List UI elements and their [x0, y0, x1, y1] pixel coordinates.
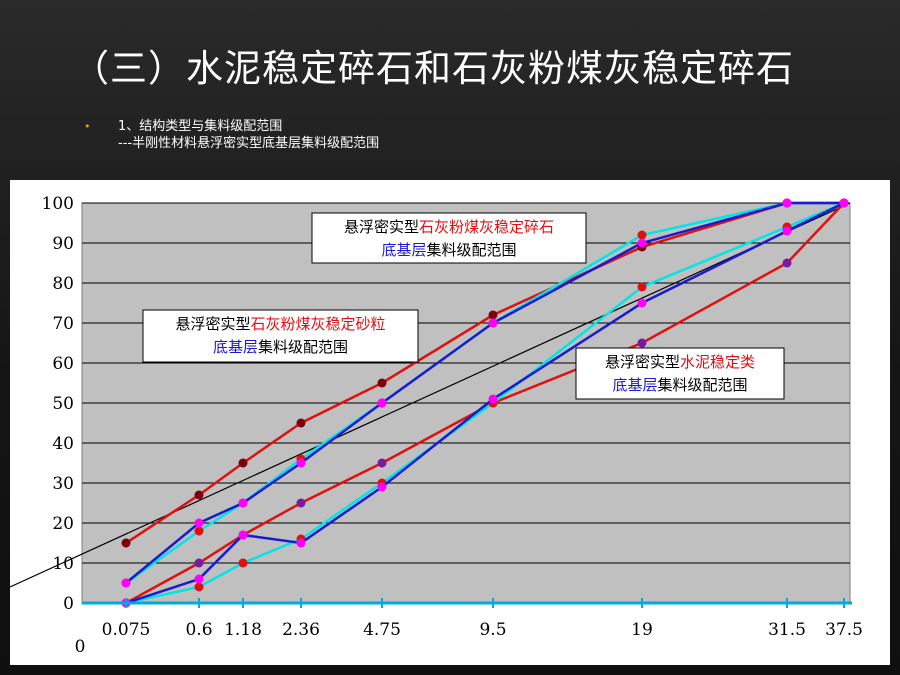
annotation-box: [575, 347, 785, 400]
annotation-text: 悬浮密实型石灰粉煤灰稳定碎石: [344, 218, 554, 236]
series-point: [377, 458, 387, 468]
bullet-line-2: ---半刚性材料悬浮密实型底基层集料级配范围: [118, 136, 380, 151]
x-tick-label: 37.5: [825, 620, 863, 640]
series-point: [194, 582, 204, 592]
chart-panel: 0 10 20 30 40 50 60 70 80 90 100 0.075 0.6 1.18 2.36 4.…: [10, 180, 890, 665]
annotation-box: [142, 309, 419, 363]
y-tick-label: 10: [52, 554, 74, 574]
y-tick-label: 80: [52, 274, 74, 294]
bullet-marker: •: [84, 120, 91, 133]
series-point: [782, 258, 792, 268]
series-point: [238, 530, 248, 540]
annotation-text: 底基层集料级配范围: [381, 241, 516, 259]
y-tick-label: 40: [52, 434, 74, 454]
y-tick-label: 70: [52, 314, 74, 334]
slide-title: （三）水泥稳定碎石和石灰粉煤灰稳定碎石: [72, 47, 794, 90]
annotation-text: 悬浮密实型石灰粉煤灰稳定砂粒: [175, 315, 385, 333]
x-tick-label: 19: [631, 620, 653, 640]
series-point: [194, 526, 204, 536]
series-point: [121, 538, 131, 548]
bullet-line-1: 1、结构类型与集料级配范围: [118, 119, 283, 134]
annotation-text: 悬浮密实型水泥稳定类: [605, 353, 755, 371]
series-point: [121, 578, 131, 588]
gradation-chart: 0 10 20 30 40 50 60 70 80 90 100 0.075 0.6 1.18 2.36 4.…: [10, 194, 863, 657]
x-tick-label: 31.5: [768, 620, 806, 640]
series-point: [377, 398, 387, 408]
series-point: [377, 378, 387, 388]
series-point: [296, 458, 306, 468]
series-point: [296, 498, 306, 508]
series-point: [637, 238, 647, 248]
series-point: [839, 198, 849, 208]
series-point: [238, 498, 248, 508]
series-point: [782, 198, 792, 208]
x-tick-label: 4.75: [363, 620, 401, 640]
series-point: [782, 226, 792, 236]
reference-line: [10, 202, 851, 588]
series-point: [488, 310, 498, 320]
series-point: [194, 518, 204, 528]
annotation-box: [311, 212, 587, 264]
series-point: [637, 230, 647, 240]
x-tick-label: 1.18: [224, 620, 262, 640]
y-tick-label: 100: [42, 194, 74, 214]
annotation-text: 底基层集料级配范围: [612, 376, 747, 394]
series-point: [637, 282, 647, 292]
series-point: [377, 482, 387, 492]
series-point: [488, 394, 498, 404]
series-point: [194, 558, 204, 568]
series-point: [296, 418, 306, 428]
series-point: [194, 574, 204, 584]
y-tick-label: 30: [52, 474, 74, 494]
x-tick-label: 2.36: [282, 620, 320, 640]
series-point: [637, 338, 647, 348]
y-tick-label: 90: [52, 234, 74, 254]
y-tick-label: 0: [63, 594, 74, 614]
annotation-text: 底基层集料级配范围: [213, 338, 348, 356]
y-tick-label: 50: [52, 394, 74, 414]
x-tick-label: 0.6: [185, 620, 212, 640]
series-point: [488, 318, 498, 328]
y-tick-label: 20: [52, 514, 74, 534]
series-point: [296, 538, 306, 548]
series-point: [238, 458, 248, 468]
x-tick-label: 0.075: [102, 620, 151, 640]
series-point: [238, 558, 248, 568]
x-tick-label: 9.5: [479, 620, 506, 640]
x-origin-label: 0: [75, 637, 86, 657]
series-point: [194, 490, 204, 500]
y-tick-label: 60: [52, 354, 74, 374]
series-point: [637, 298, 647, 308]
